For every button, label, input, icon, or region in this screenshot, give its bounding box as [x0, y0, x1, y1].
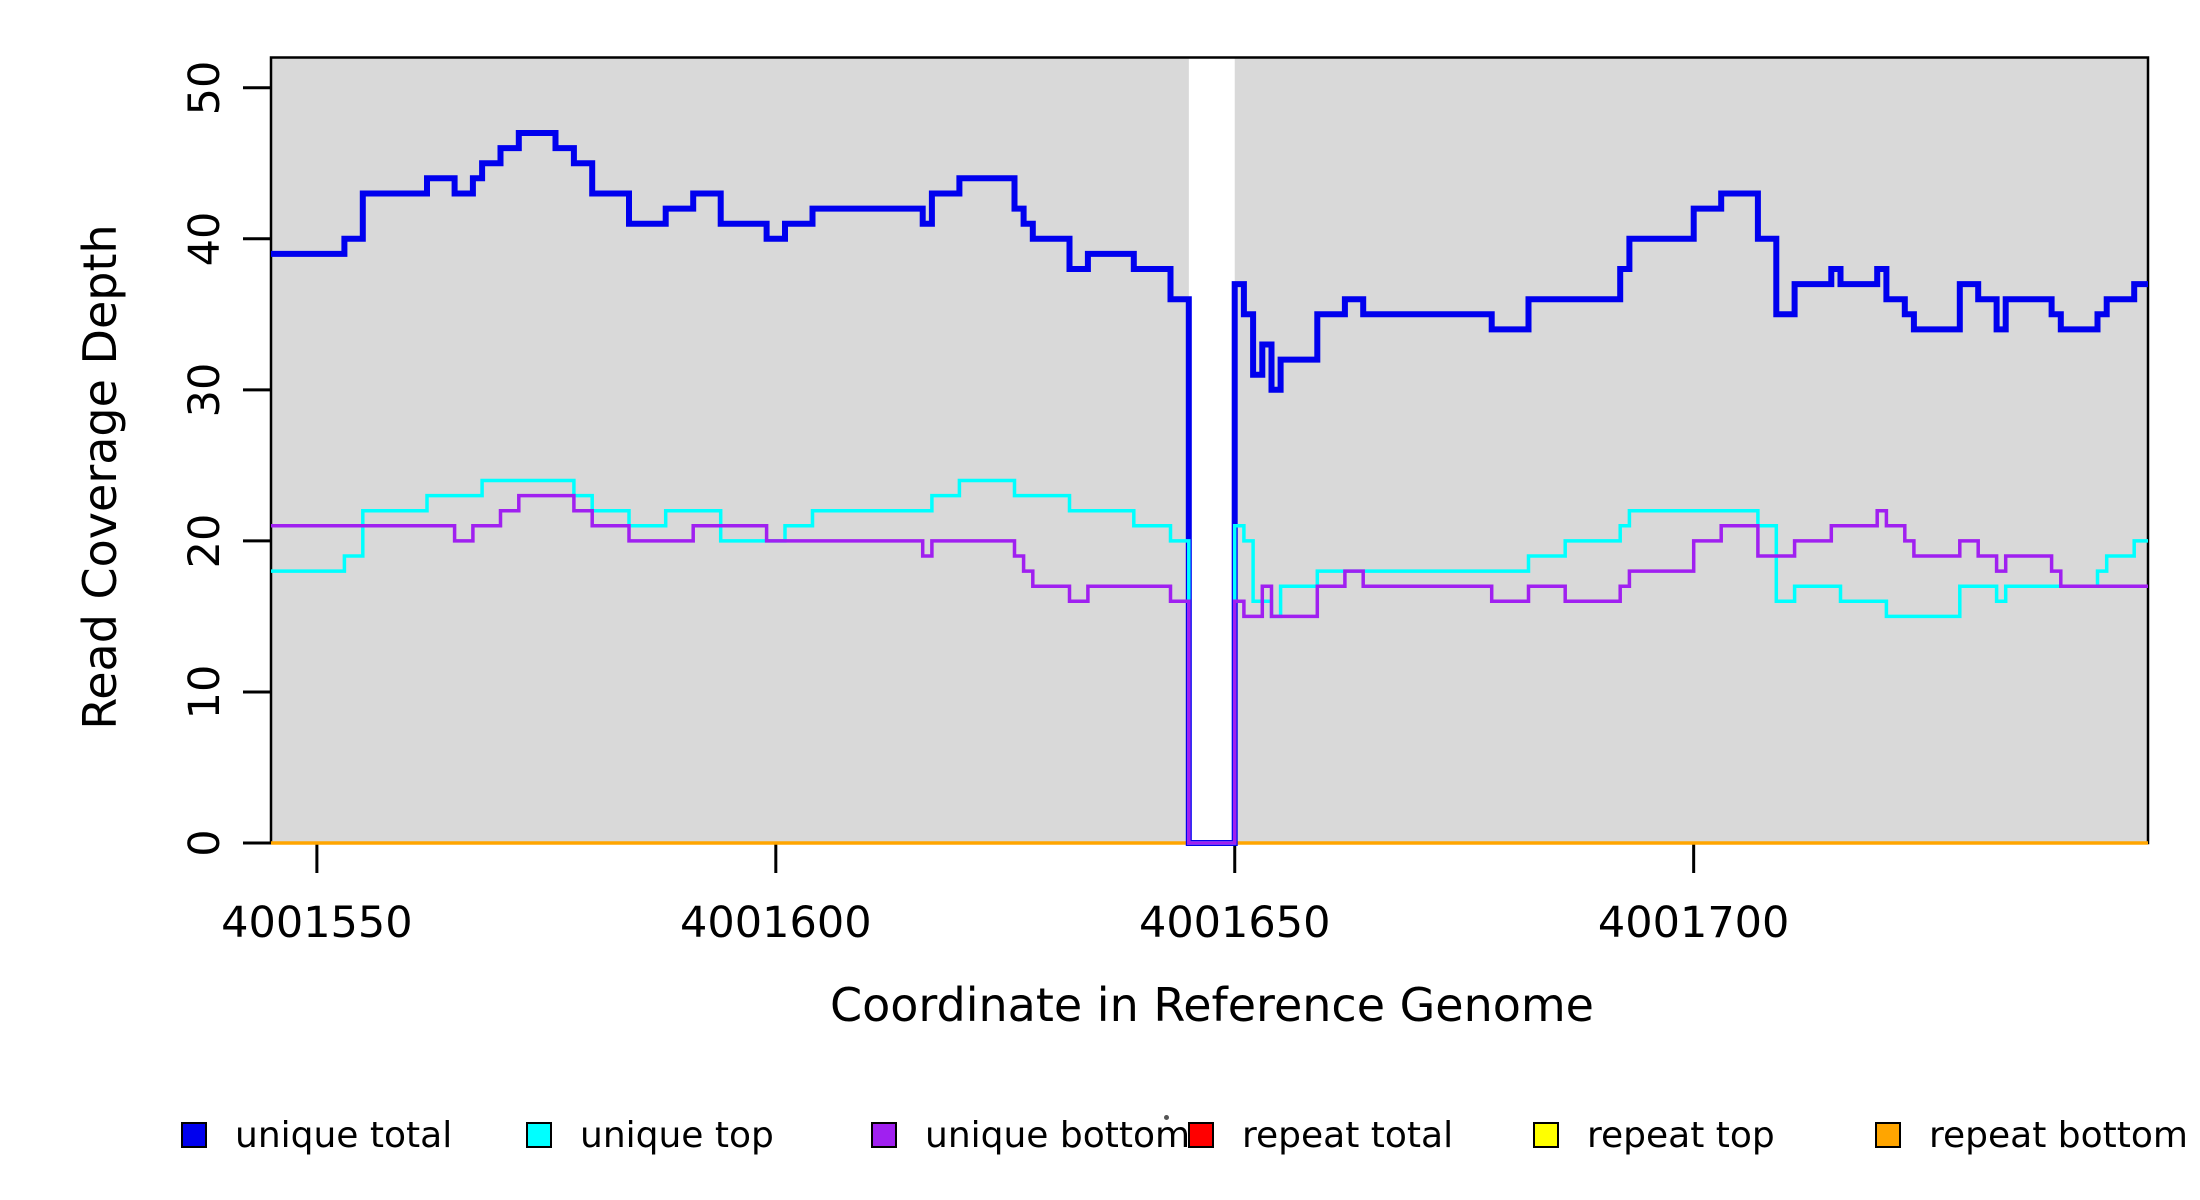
y-tick-label: 40 — [180, 211, 230, 267]
legend-item-unique-bottom: unique bottom — [871, 1115, 1190, 1156]
series-line-unique-bottom — [271, 493, 2148, 845]
x-tick-label: 4001550 — [221, 898, 413, 948]
no-coverage-gap-band — [1188, 58, 1235, 843]
legend-swatch-icon — [1533, 1122, 1559, 1148]
legend-label: unique bottom — [925, 1114, 1191, 1156]
x-tick-label: 4001650 — [1138, 898, 1331, 948]
legend-item-repeat-total: repeat total — [1188, 1115, 1453, 1156]
legend-item-repeat-bottom: repeat bottom — [1875, 1115, 2188, 1156]
legend-swatch-icon — [871, 1122, 897, 1148]
stray-dot-artifact — [1164, 1115, 1169, 1120]
y-axis-title: Read Coverage Depth — [73, 224, 127, 730]
y-tick-label: 30 — [180, 362, 230, 418]
legend-item-unique-total: unique total — [181, 1115, 452, 1156]
legend-swatch-icon — [1875, 1122, 1901, 1148]
y-tick-label: 10 — [180, 664, 230, 720]
legend-label: repeat total — [1242, 1114, 1454, 1156]
series-line-unique-total — [271, 130, 2148, 846]
legend-swatch-icon — [1188, 1122, 1214, 1148]
legend-label: repeat bottom — [1929, 1114, 2188, 1156]
legend-item-unique-top: unique top — [526, 1115, 774, 1156]
x-tick-label: 4001600 — [680, 898, 872, 948]
legend-label: unique total — [235, 1114, 453, 1156]
legend-item-repeat-top: repeat top — [1533, 1115, 1775, 1156]
y-tick-label: 50 — [180, 60, 230, 116]
x-axis-title: Coordinate in Reference Genome — [830, 978, 1594, 1032]
legend-swatch-icon — [181, 1122, 207, 1148]
legend-label: repeat top — [1587, 1114, 1775, 1156]
series-line-unique-top — [271, 478, 2148, 845]
x-tick-label: 4001700 — [1597, 898, 1790, 948]
legend-label: unique top — [580, 1114, 774, 1156]
y-tick-label: 20 — [180, 513, 230, 569]
legend-swatch-icon — [526, 1122, 552, 1148]
y-tick-label: 0 — [180, 829, 230, 857]
